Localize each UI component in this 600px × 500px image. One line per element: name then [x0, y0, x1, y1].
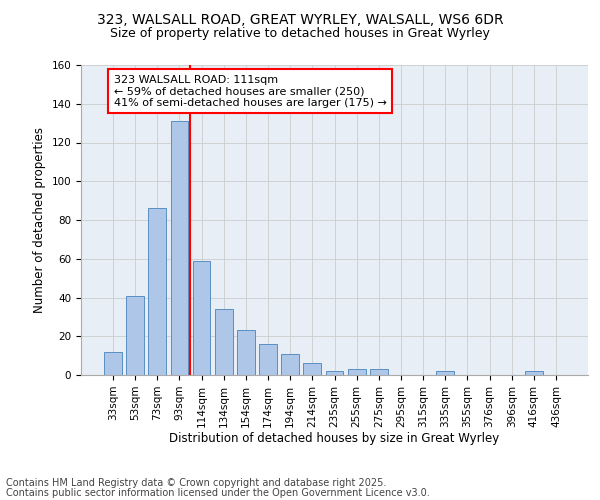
Bar: [281, 354, 299, 375]
Bar: [304, 364, 321, 375]
Bar: [259, 344, 277, 375]
X-axis label: Distribution of detached houses by size in Great Wyrley: Distribution of detached houses by size …: [169, 432, 500, 446]
Bar: [193, 260, 211, 375]
Bar: [148, 208, 166, 375]
Bar: [126, 296, 144, 375]
Bar: [237, 330, 255, 375]
Bar: [215, 309, 233, 375]
Bar: [326, 371, 343, 375]
Bar: [104, 352, 122, 375]
Y-axis label: Number of detached properties: Number of detached properties: [33, 127, 46, 313]
Bar: [370, 369, 388, 375]
Text: Size of property relative to detached houses in Great Wyrley: Size of property relative to detached ho…: [110, 28, 490, 40]
Bar: [170, 121, 188, 375]
Text: 323, WALSALL ROAD, GREAT WYRLEY, WALSALL, WS6 6DR: 323, WALSALL ROAD, GREAT WYRLEY, WALSALL…: [97, 12, 503, 26]
Bar: [348, 369, 365, 375]
Text: Contains public sector information licensed under the Open Government Licence v3: Contains public sector information licen…: [6, 488, 430, 498]
Text: Contains HM Land Registry data © Crown copyright and database right 2025.: Contains HM Land Registry data © Crown c…: [6, 478, 386, 488]
Bar: [436, 371, 454, 375]
Bar: [525, 371, 543, 375]
Text: 323 WALSALL ROAD: 111sqm
← 59% of detached houses are smaller (250)
41% of semi-: 323 WALSALL ROAD: 111sqm ← 59% of detach…: [114, 74, 387, 108]
